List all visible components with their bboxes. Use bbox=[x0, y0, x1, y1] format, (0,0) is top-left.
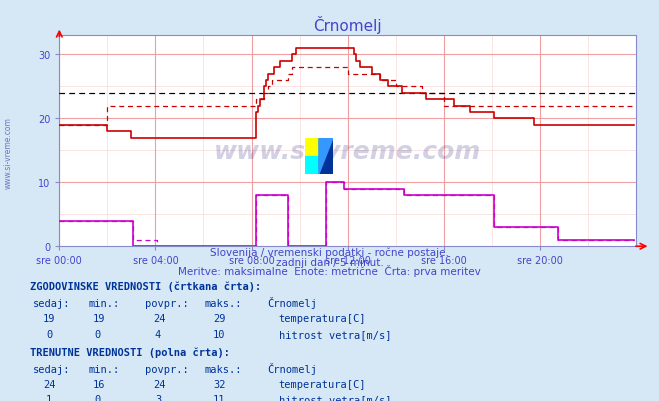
Text: 24: 24 bbox=[43, 379, 55, 389]
Text: 24: 24 bbox=[154, 314, 166, 324]
Text: sedaj:: sedaj: bbox=[33, 364, 71, 374]
Polygon shape bbox=[319, 139, 333, 174]
Text: 4: 4 bbox=[155, 329, 161, 339]
Text: www.si-vreme.com: www.si-vreme.com bbox=[214, 140, 481, 164]
Text: maks.:: maks.: bbox=[204, 364, 242, 374]
Text: min.:: min.: bbox=[89, 364, 120, 374]
Text: maks.:: maks.: bbox=[204, 298, 242, 308]
Text: Meritve: maksimalne  Enote: metrične  Črta: prva meritev: Meritve: maksimalne Enote: metrične Črta… bbox=[178, 265, 481, 277]
Text: 11: 11 bbox=[213, 394, 225, 401]
Title: Črnomelj: Črnomelj bbox=[313, 16, 382, 34]
Text: 0: 0 bbox=[94, 329, 100, 339]
Text: povpr.:: povpr.: bbox=[145, 364, 188, 374]
Text: TRENUTNE VREDNOSTI (polna črta):: TRENUTNE VREDNOSTI (polna črta): bbox=[30, 346, 229, 357]
Text: min.:: min.: bbox=[89, 298, 120, 308]
Text: Črnomelj: Črnomelj bbox=[267, 296, 317, 308]
Text: povpr.:: povpr.: bbox=[145, 298, 188, 308]
Text: 29: 29 bbox=[213, 314, 225, 324]
Text: 0: 0 bbox=[46, 329, 52, 339]
Text: 24: 24 bbox=[154, 379, 166, 389]
Text: 16: 16 bbox=[92, 379, 105, 389]
Bar bbox=[305, 139, 319, 157]
Text: sedaj:: sedaj: bbox=[33, 298, 71, 308]
Text: hitrost vetra[m/s]: hitrost vetra[m/s] bbox=[279, 394, 391, 401]
Text: 10: 10 bbox=[213, 329, 225, 339]
Text: temperatura[C]: temperatura[C] bbox=[279, 314, 366, 324]
Text: zadnji dan / 5 minut.: zadnji dan / 5 minut. bbox=[275, 257, 384, 267]
Text: www.si-vreme.com: www.si-vreme.com bbox=[3, 117, 13, 188]
Text: hitrost vetra[m/s]: hitrost vetra[m/s] bbox=[279, 329, 391, 339]
Text: 1: 1 bbox=[46, 394, 52, 401]
Polygon shape bbox=[319, 139, 333, 174]
Bar bbox=[305, 157, 319, 174]
Text: Črnomelj: Črnomelj bbox=[267, 362, 317, 374]
Text: 3: 3 bbox=[155, 394, 161, 401]
Text: ZGODOVINSKE VREDNOSTI (črtkana črta):: ZGODOVINSKE VREDNOSTI (črtkana črta): bbox=[30, 281, 261, 292]
Text: Slovenija / vremenski podatki - ročne postaje.: Slovenija / vremenski podatki - ročne po… bbox=[210, 247, 449, 258]
Text: 19: 19 bbox=[92, 314, 105, 324]
Text: 32: 32 bbox=[213, 379, 225, 389]
Text: temperatura[C]: temperatura[C] bbox=[279, 379, 366, 389]
Text: 0: 0 bbox=[94, 394, 100, 401]
Text: 19: 19 bbox=[43, 314, 55, 324]
